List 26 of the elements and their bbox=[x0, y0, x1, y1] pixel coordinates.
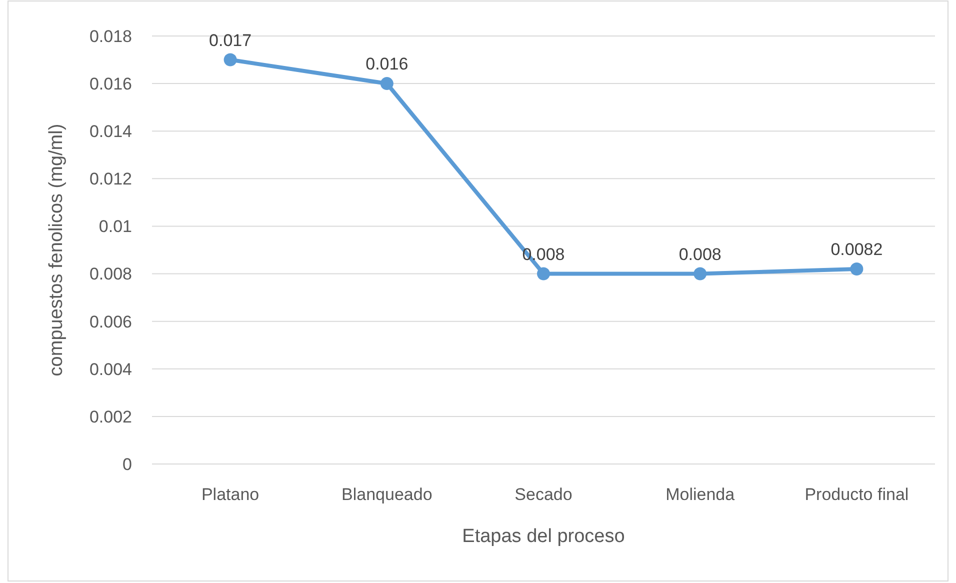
point bbox=[224, 53, 237, 66]
data-label: 0.008 bbox=[678, 244, 722, 264]
y-tick-label: 0.006 bbox=[89, 312, 132, 332]
y-tick-label: 0.004 bbox=[89, 360, 132, 379]
x-tick-label: Producto final bbox=[804, 485, 909, 504]
x-axis-title: Etapas del proceso bbox=[462, 526, 625, 547]
y-tick-label: 0.012 bbox=[89, 170, 132, 189]
y-tick-label: 0.016 bbox=[89, 74, 132, 94]
point bbox=[850, 262, 864, 276]
y-tick-label: 0.002 bbox=[89, 407, 132, 426]
data-label: 0.017 bbox=[209, 30, 252, 50]
x-tick-label: Molienda bbox=[666, 485, 736, 504]
y-axis-title: compuestos fenolicos (mg/ml) bbox=[46, 124, 67, 376]
point bbox=[694, 267, 707, 280]
y-tick-label: 0.014 bbox=[89, 122, 132, 142]
y-tick-label: 0 bbox=[122, 454, 132, 474]
point bbox=[380, 77, 394, 90]
point bbox=[537, 267, 550, 280]
y-tick-label: 0.008 bbox=[89, 264, 132, 284]
x-tick-label: Blanqueado bbox=[342, 485, 432, 504]
y-tick-label: 0.01 bbox=[98, 217, 132, 236]
x-tick-label: Secado bbox=[514, 485, 572, 504]
y-tick-label: 0.018 bbox=[89, 26, 132, 46]
data-label: 0.0082 bbox=[830, 240, 883, 260]
data-label: 0.016 bbox=[366, 54, 408, 74]
x-tick-label: Platano bbox=[201, 485, 260, 504]
